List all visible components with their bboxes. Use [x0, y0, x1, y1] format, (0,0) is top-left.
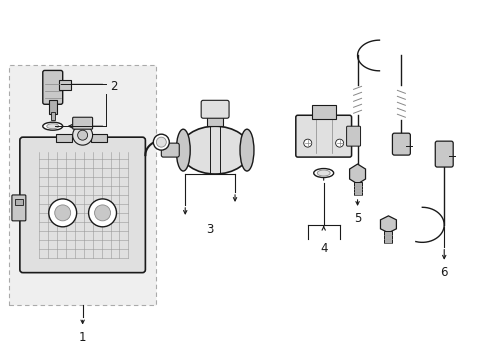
Text: 1: 1 — [79, 331, 86, 344]
Bar — [353, 182, 361, 195]
Bar — [49, 100, 57, 114]
Text: 6: 6 — [440, 266, 447, 279]
Bar — [15, 199, 23, 205]
FancyBboxPatch shape — [12, 195, 26, 221]
FancyBboxPatch shape — [42, 71, 62, 104]
Bar — [384, 231, 392, 243]
Ellipse shape — [180, 126, 249, 174]
FancyBboxPatch shape — [295, 115, 351, 157]
FancyBboxPatch shape — [161, 143, 179, 157]
FancyBboxPatch shape — [9, 66, 156, 305]
Bar — [59, 80, 71, 90]
FancyBboxPatch shape — [73, 117, 92, 129]
Circle shape — [49, 199, 77, 227]
Ellipse shape — [317, 170, 329, 176]
Circle shape — [73, 125, 92, 145]
Bar — [51, 112, 55, 120]
Circle shape — [303, 139, 311, 147]
Ellipse shape — [153, 134, 169, 150]
Circle shape — [78, 130, 87, 140]
Circle shape — [88, 199, 116, 227]
Bar — [207, 114, 223, 126]
Polygon shape — [349, 164, 365, 184]
Circle shape — [55, 205, 71, 221]
Ellipse shape — [42, 122, 62, 130]
Ellipse shape — [313, 168, 333, 177]
Text: 3: 3 — [206, 223, 213, 236]
Bar — [90, 134, 106, 142]
Ellipse shape — [47, 124, 59, 129]
Ellipse shape — [176, 129, 190, 171]
Ellipse shape — [156, 137, 166, 147]
FancyBboxPatch shape — [392, 133, 409, 155]
Ellipse shape — [240, 129, 253, 171]
Text: 5: 5 — [353, 212, 361, 225]
Bar — [311, 105, 335, 119]
Circle shape — [94, 205, 110, 221]
Polygon shape — [380, 216, 396, 233]
FancyBboxPatch shape — [434, 141, 452, 167]
FancyBboxPatch shape — [20, 137, 145, 273]
Text: 2: 2 — [110, 80, 118, 93]
Bar — [56, 134, 72, 142]
Text: 4: 4 — [319, 242, 327, 255]
FancyBboxPatch shape — [346, 126, 360, 146]
FancyBboxPatch shape — [201, 100, 228, 118]
Circle shape — [335, 139, 343, 147]
